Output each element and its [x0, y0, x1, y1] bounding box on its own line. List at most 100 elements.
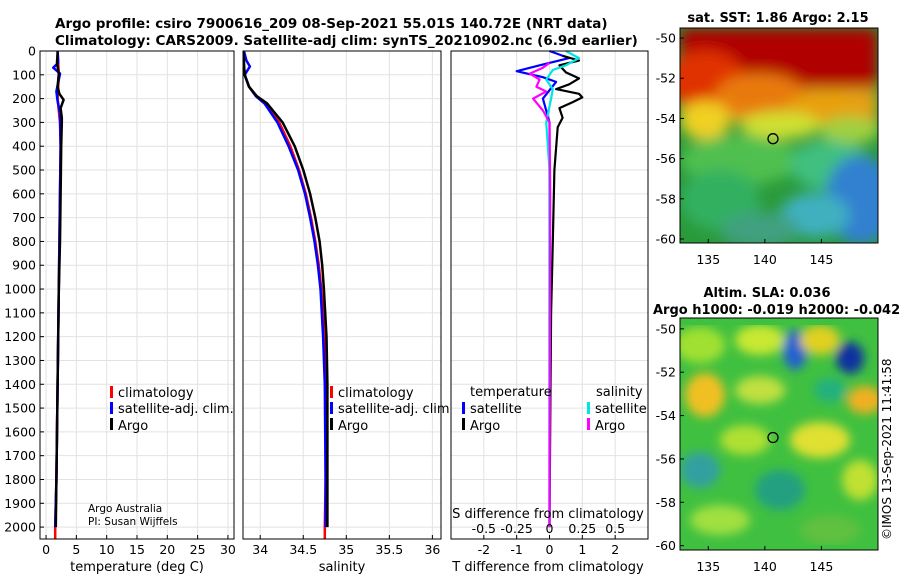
temperature-panel: 0100200300400500600700800900100011001200… — [4, 44, 236, 576]
depth-tick-label: 600 — [12, 186, 36, 201]
series-line-t-argo — [548, 54, 584, 528]
depth-tick-label: 1000 — [4, 282, 36, 297]
s-diff-tick-label: -0.25 — [500, 521, 532, 536]
s-diff-tick-label: 0.25 — [568, 521, 596, 536]
x-tick-label: 0 — [42, 542, 50, 557]
sst-map-ticks: -50 -52 -54 -56 -58 -60 135 140 145 — [656, 31, 834, 267]
legend-label-climatology: climatology — [338, 386, 414, 401]
salinity-legend: climatology satellite-adj. clim. Argo — [330, 386, 454, 434]
map-lat-label: -58 — [656, 191, 676, 206]
legend-label-s-argo: Argo — [595, 419, 625, 434]
depth-tick-label: 800 — [12, 234, 36, 249]
temperature-grid — [40, 50, 234, 539]
depth-tick-label: 1300 — [4, 353, 36, 368]
s-difference-label: S difference from climatology — [452, 507, 644, 522]
x-tick-label: 0 — [546, 542, 554, 557]
x-tick-label: 20 — [159, 542, 175, 557]
sla-argo-marker — [767, 431, 779, 444]
legend-label-satellite: satellite-adj. clim. — [118, 402, 234, 417]
legend-label-argo: Argo — [338, 419, 368, 434]
map-lon-label: 135 — [696, 252, 720, 267]
x-tick-label: 36 — [424, 542, 440, 557]
credit-line-2: PI: Susan Wijffels — [88, 516, 178, 528]
depth-tick-label: 2000 — [4, 520, 36, 535]
series-line-argo — [54, 52, 65, 528]
x-tick-label: 25 — [190, 542, 206, 557]
sst-argo-marker — [767, 133, 779, 145]
header-line-1: Argo profile: csiro 7900616_209 08-Sep-2… — [55, 16, 608, 32]
header-line-2: Climatology: CARS2009. Satellite-adj cli… — [55, 33, 638, 49]
map-lon-label: 135 — [696, 559, 720, 574]
x-tick-label: 34.5 — [289, 542, 317, 557]
salinity-panel: 34 34.5 35 35.5 36 salinity climatology sate… — [242, 50, 454, 575]
depth-tick-label: 300 — [12, 115, 36, 130]
x-tick-label: 10 — [99, 542, 115, 557]
legend-title-salinity: salinity — [596, 385, 643, 400]
temperature-legend: climatology satellite-adj. clim. Argo — [110, 386, 234, 434]
legend-label-climatology: climatology — [118, 386, 194, 401]
difference-top-ticks: -0.5 -0.25 0 0.25 0.5 — [472, 521, 625, 536]
difference-legend: temperature salinity satellite Argo sate… — [462, 385, 647, 434]
series-line-argo — [242, 52, 329, 528]
series-line-s-argo — [528, 62, 552, 528]
x-tick-label: 2 — [611, 542, 619, 557]
legend-label-argo: Argo — [118, 419, 148, 434]
map-lat-label: -54 — [656, 111, 676, 126]
depth-tick-label: 500 — [12, 163, 36, 178]
map-lat-label: -56 — [656, 151, 676, 166]
salinity-x-ticks: 34 34.5 35 35.5 36 — [252, 535, 440, 557]
legend-swatch-climatology — [110, 386, 113, 398]
map-lat-label: -52 — [656, 71, 676, 86]
legend-swatch-argo — [110, 418, 113, 430]
map-lat-label: -52 — [656, 365, 676, 380]
depth-tick-label: 1600 — [4, 424, 36, 439]
sla-map-ticks: -50 -52 -54 -56 -58 -60 135 140 145 — [656, 321, 834, 574]
salinity-grid — [243, 50, 441, 539]
depth-tick-labels: 0 100 200 300 400 500 600 700 800 900 1000 1100 1200… — [4, 44, 44, 535]
legend-swatch-satellite — [110, 402, 113, 414]
imos-watermark: ©IMOS 13-Sep-2021 11:41:58 — [880, 358, 894, 540]
x-tick-label: 30 — [220, 542, 236, 557]
depth-tick-label: 1900 — [4, 496, 36, 511]
map-lat-label: -58 — [656, 495, 676, 510]
temperature-x-label: temperature (deg C) — [70, 560, 204, 575]
temperature-series — [52, 50, 65, 539]
x-tick-label: -2 — [478, 542, 490, 557]
legend-swatch-argo — [330, 418, 333, 430]
x-tick-label: 1 — [578, 542, 586, 557]
sst-map-title: sat. SST: 1.86 Argo: 2.15 — [687, 11, 868, 26]
legend-swatch-climatology — [330, 386, 333, 398]
salinity-x-label: salinity — [319, 560, 366, 575]
depth-tick-label: 1700 — [4, 448, 36, 463]
depth-tick-label: 1200 — [4, 329, 36, 344]
x-tick-label: 35.5 — [375, 542, 403, 557]
legend-label-satellite: satellite-adj. clim. — [338, 402, 454, 417]
x-tick-label: 34 — [252, 542, 268, 557]
difference-series — [515, 49, 584, 528]
depth-tick-label: 1800 — [4, 472, 36, 487]
credit-line-1: Argo Australia — [88, 503, 162, 515]
x-tick-label: -1 — [510, 542, 522, 557]
map-lat-label: -54 — [656, 408, 676, 423]
legend-swatch-satellite — [330, 402, 333, 414]
depth-tick-label: 1100 — [4, 305, 36, 320]
map-lat-label: -60 — [656, 231, 676, 246]
legend-label-t-argo: Argo — [470, 419, 500, 434]
legend-swatch-t-satellite — [462, 402, 465, 414]
t-difference-label: T difference from climatology — [451, 560, 644, 575]
depth-tick-label: 200 — [12, 91, 36, 106]
depth-tick-label: 100 — [12, 67, 36, 82]
map-lat-label: -60 — [656, 538, 676, 553]
series-line-s-satellite — [545, 50, 581, 528]
legend-label-s-satellite: satellite — [595, 402, 647, 417]
map-lon-label: 140 — [753, 252, 777, 267]
sla-map-panel: Altim. SLA: 0.036 Argo h1000: -0.019 h20… — [653, 286, 900, 574]
depth-tick-label: 900 — [12, 258, 36, 273]
depth-tick-label: 1500 — [4, 401, 36, 416]
sla-map-title: Altim. SLA: 0.036 — [704, 286, 831, 301]
s-diff-tick-label: 0.5 — [605, 521, 625, 536]
depth-tick-label: 700 — [12, 210, 36, 225]
salinity-series — [242, 50, 329, 539]
x-tick-label: 35 — [338, 542, 354, 557]
